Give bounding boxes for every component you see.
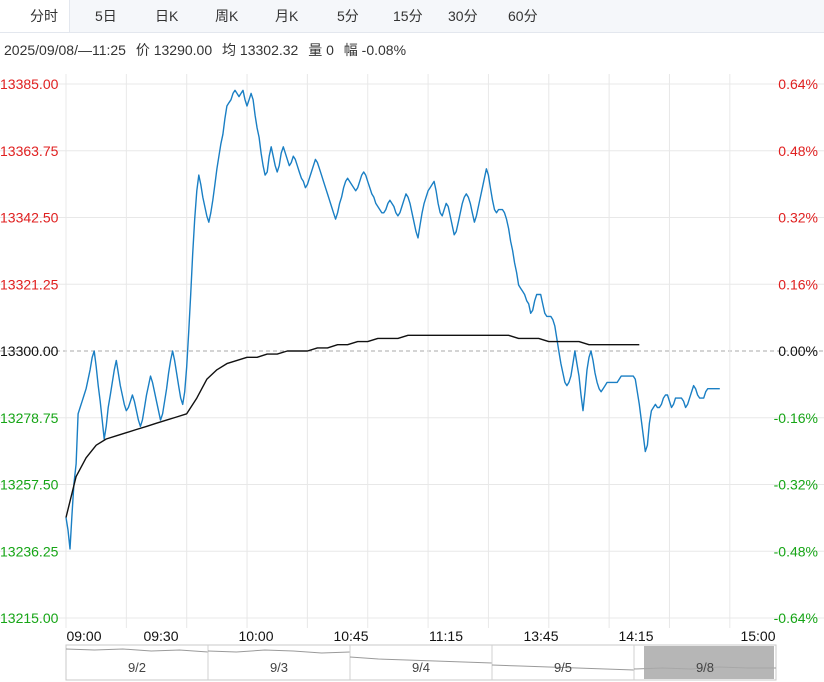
- quote-change-pct: 幅 -0.08%: [343, 42, 407, 58]
- period-tab-bar: 分时 5日 日K 周K 月K 5分 15分 30分 60分: [0, 0, 824, 33]
- tab-5min[interactable]: 5分: [337, 8, 359, 24]
- quote-datetime: 2025/09/08/—11:25: [4, 42, 126, 58]
- tab-weekly-k[interactable]: 周K: [215, 8, 239, 24]
- navigator-trend: [349, 656, 493, 664]
- y-tick-label: 13321.25: [0, 276, 59, 292]
- pct-tick-label: 0.64%: [778, 76, 818, 92]
- tab-5day[interactable]: 5日: [95, 8, 117, 24]
- navigator-day-label: 9/5: [554, 660, 572, 675]
- x-tick-label: 10:00: [238, 628, 273, 644]
- navigator-day-label: 9/3: [270, 660, 288, 675]
- x-tick-label: 09:30: [143, 628, 178, 644]
- x-tick-label: 11:15: [429, 628, 463, 644]
- y-tick-label: 13385.00: [0, 76, 59, 92]
- quote-info-line: 2025/09/08/—11:25 价 13290.00 均 13302.32 …: [4, 40, 412, 60]
- average-price-line: [65, 334, 640, 518]
- quote-price: 价 13290.00: [135, 42, 213, 58]
- navigator-selection-window[interactable]: [644, 646, 774, 679]
- pct-tick-label: -0.48%: [774, 543, 818, 559]
- tab-60min[interactable]: 60分: [508, 8, 538, 24]
- navigator-trend: [491, 664, 635, 671]
- navigator-trend: [65, 648, 209, 653]
- quote-volume: 量 0: [308, 42, 334, 58]
- y-tick-label: 13215.00: [0, 610, 59, 626]
- price-line: [65, 89, 720, 550]
- tab-daily-k[interactable]: 日K: [155, 8, 179, 24]
- pct-tick-label: -0.64%: [774, 610, 818, 626]
- x-tick-label: 09:00: [66, 628, 101, 644]
- tab-30min[interactable]: 30分: [448, 8, 478, 24]
- tab-monthly-k[interactable]: 月K: [275, 8, 299, 24]
- y-tick-label: 13278.75: [0, 410, 59, 426]
- navigator-day-label: 9/4: [412, 660, 430, 675]
- pct-tick-label: -0.32%: [774, 477, 818, 493]
- y-tick-label: 13300.00: [0, 343, 59, 359]
- pct-tick-label: -0.16%: [774, 410, 818, 426]
- x-tick-label: 14:15: [618, 628, 653, 644]
- x-tick-label: 15:00: [740, 628, 775, 644]
- y-tick-label: 13363.75: [0, 143, 59, 159]
- pct-tick-label: 0.00%: [778, 343, 818, 359]
- y-tick-label: 13342.50: [0, 210, 59, 226]
- navigator-trend: [207, 649, 351, 654]
- quote-average: 均 13302.32: [222, 42, 299, 58]
- y-tick-label: 13236.25: [0, 543, 59, 559]
- tab-intraday[interactable]: 分时: [0, 0, 70, 32]
- x-tick-label: 13:45: [523, 628, 558, 644]
- tab-15min[interactable]: 15分: [393, 8, 423, 24]
- y-tick-label: 13257.50: [0, 477, 59, 493]
- x-tick-label: 10:45: [333, 628, 368, 644]
- pct-tick-label: 0.16%: [778, 276, 818, 292]
- navigator-day-label: 9/8: [696, 660, 714, 675]
- navigator-day-label: 9/2: [128, 660, 146, 675]
- pct-tick-label: 0.32%: [778, 210, 818, 226]
- pct-tick-label: 0.48%: [778, 143, 818, 159]
